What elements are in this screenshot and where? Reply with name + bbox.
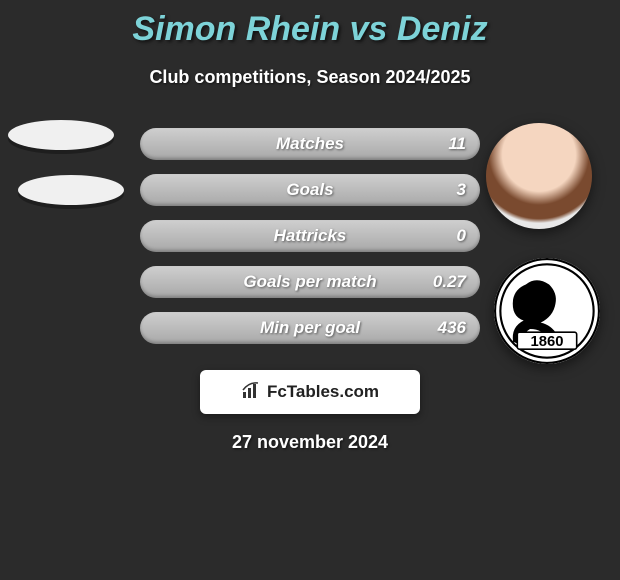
player-a-name: Simon Rhein (132, 10, 340, 48)
subtitle: Club competitions, Season 2024/2025 (0, 67, 620, 88)
stat-row: Goals per match 0.27 (140, 266, 480, 298)
stat-row: Hattricks 0 (140, 220, 480, 252)
player-b-name: Deniz (397, 10, 488, 48)
stat-value-right: 0 (457, 226, 466, 246)
footer-date: 27 november 2024 (0, 432, 620, 453)
chart-icon (241, 380, 261, 405)
player-a-avatar-placeholder (8, 120, 114, 150)
stat-value-right: 436 (438, 318, 466, 338)
brand-badge[interactable]: FcTables.com (200, 370, 420, 414)
stat-value-right: 11 (448, 134, 466, 154)
team-a-crest-placeholder (18, 175, 124, 205)
crest-year: 1860 (531, 334, 564, 350)
stat-label: Hattricks (274, 226, 347, 246)
player-b-avatar (486, 123, 592, 229)
team-b-crest: 1860 (494, 258, 600, 364)
page-title: Simon Rhein vs Deniz (0, 0, 620, 49)
stat-label: Min per goal (260, 318, 360, 338)
stat-label: Matches (276, 134, 344, 154)
stat-value-right: 3 (457, 180, 466, 200)
vs-separator: vs (350, 10, 388, 48)
stat-value-right: 0.27 (433, 272, 466, 292)
stat-row: Min per goal 436 (140, 312, 480, 344)
stat-label: Goals (286, 180, 333, 200)
brand-text: FcTables.com (267, 382, 379, 402)
stat-row: Matches 11 (140, 128, 480, 160)
stat-label: Goals per match (243, 272, 376, 292)
stat-row: Goals 3 (140, 174, 480, 206)
